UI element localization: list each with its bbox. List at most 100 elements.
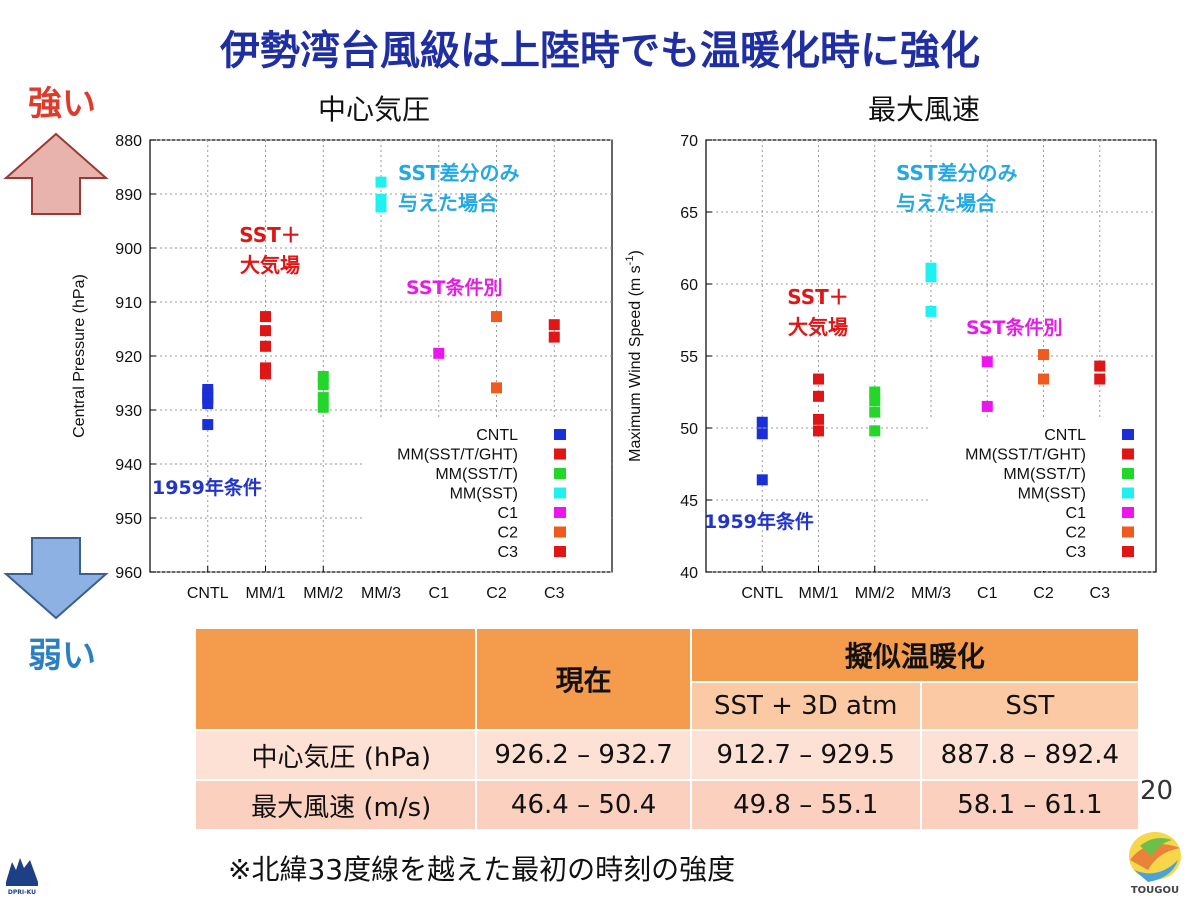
x-tick-label: MM/2 bbox=[303, 585, 343, 602]
legend-swatch bbox=[554, 468, 566, 479]
data-point bbox=[202, 398, 214, 410]
y-axis-label: Maximum Wind Speed (m s-1) bbox=[624, 250, 644, 462]
legend-label: C3 bbox=[498, 544, 519, 561]
data-point bbox=[317, 379, 329, 391]
data-point bbox=[925, 305, 937, 317]
y-tick-label: 930 bbox=[115, 403, 142, 420]
legend-label: MM(SST/T) bbox=[1003, 466, 1086, 483]
cell-sst: 887.8 – 892.4 bbox=[919, 729, 1141, 781]
table-row: 中心気圧 (hPa) 926.2 – 932.7 912.7 – 929.5 8… bbox=[193, 729, 1141, 781]
legend-label: CNTL bbox=[1044, 427, 1086, 444]
x-tick-label: MM/3 bbox=[911, 585, 951, 602]
data-point bbox=[813, 390, 824, 402]
dpri-logo-icon: DPRI-KU bbox=[4, 852, 40, 896]
x-tick-label: C2 bbox=[1033, 585, 1054, 602]
legend-label: MM(SST/T) bbox=[435, 466, 518, 483]
chart-title-wind: 最大風速 bbox=[868, 93, 981, 126]
table-header-now: 現在 bbox=[475, 627, 692, 731]
row-label: 中心気圧 (hPa) bbox=[193, 729, 478, 781]
legend-swatch bbox=[1122, 468, 1134, 479]
annotation-1959: 1959年条件 bbox=[704, 510, 814, 533]
x-tick-label: CNTL bbox=[187, 585, 229, 602]
y-tick-label: 940 bbox=[115, 457, 142, 474]
y-axis-label: Central Pressure (hPa) bbox=[71, 274, 88, 438]
legend-label: MM(SST/T/GHT) bbox=[965, 447, 1086, 464]
data-point bbox=[925, 271, 937, 283]
data-point bbox=[260, 362, 271, 374]
data-point bbox=[756, 474, 768, 486]
data-point bbox=[756, 428, 768, 440]
y-tick-label: 50 bbox=[680, 421, 698, 438]
y-tick-label: 45 bbox=[680, 493, 698, 510]
legend-swatch bbox=[554, 487, 566, 499]
data-point bbox=[981, 356, 993, 368]
cell-now: 926.2 – 932.7 bbox=[475, 729, 692, 781]
data-point bbox=[813, 373, 824, 385]
page-title: 伊勢湾台風級は上陸時でも温暖化時に強化 bbox=[220, 28, 980, 74]
cell-sst-atm: 49.8 – 55.1 bbox=[689, 779, 922, 831]
y-axis-label-main: Maximum Wind Speed (m s bbox=[627, 265, 644, 462]
legend-swatch bbox=[1122, 487, 1134, 499]
legend-swatch bbox=[554, 448, 566, 460]
legend-swatch bbox=[1122, 507, 1134, 518]
data-point bbox=[1094, 360, 1106, 372]
annotation-sst-atm-1: SST＋ bbox=[787, 285, 849, 309]
table-row: 最大風速 (m/s) 46.4 – 50.4 49.8 – 55.1 58.1 … bbox=[193, 779, 1141, 831]
data-point bbox=[869, 406, 881, 418]
legend-label: MM(SST) bbox=[450, 486, 518, 503]
y-tick-label: 910 bbox=[115, 295, 142, 312]
x-tick-label: C3 bbox=[544, 585, 565, 602]
cell-sst: 58.1 – 61.1 bbox=[919, 779, 1141, 831]
data-point bbox=[981, 400, 993, 412]
y-tick-label: 880 bbox=[115, 133, 142, 150]
legend-swatch bbox=[1122, 429, 1134, 440]
annotation-sst-atm-1: SST＋ bbox=[239, 223, 301, 247]
annotation-sst-atm-2: 大気場 bbox=[240, 253, 300, 277]
x-tick-label: MM/1 bbox=[799, 585, 839, 602]
cell-now: 46.4 – 50.4 bbox=[475, 779, 692, 831]
y-tick-label: 920 bbox=[115, 349, 142, 366]
x-tick-label: MM/3 bbox=[361, 585, 401, 602]
data-point bbox=[548, 331, 560, 343]
legend-swatch bbox=[1122, 448, 1134, 460]
y-tick-label: 65 bbox=[680, 205, 698, 222]
data-point bbox=[1094, 373, 1106, 385]
legend-label: C1 bbox=[498, 505, 519, 522]
strong-label: 強い bbox=[28, 84, 96, 124]
data-point bbox=[433, 347, 445, 359]
data-point bbox=[260, 340, 271, 352]
legend-swatch bbox=[554, 546, 566, 557]
data-point bbox=[317, 371, 329, 383]
data-point bbox=[491, 382, 502, 394]
data-point bbox=[1038, 373, 1049, 385]
legend-swatch bbox=[554, 526, 566, 538]
table-subheader-sst: SST bbox=[919, 681, 1141, 731]
annotation-sst-atm-2: 大気場 bbox=[788, 315, 848, 339]
annotation-sst-only-2: 与えた場合 bbox=[398, 191, 499, 215]
tougou-logo-text: TOUGOU bbox=[1131, 885, 1179, 896]
chart-title-pressure: 中心気圧 bbox=[318, 93, 431, 126]
legend-label: MM(SST/T/GHT) bbox=[397, 447, 518, 464]
legend-label: C2 bbox=[498, 525, 519, 542]
legend-box bbox=[364, 420, 611, 571]
annotation-1959: 1959年条件 bbox=[152, 476, 262, 499]
arrow-up-icon bbox=[3, 132, 109, 215]
legend-swatch bbox=[1122, 526, 1134, 538]
data-point bbox=[548, 319, 560, 331]
data-point bbox=[317, 392, 329, 404]
x-tick-label: MM/1 bbox=[246, 585, 286, 602]
x-tick-label: CNTL bbox=[741, 585, 783, 602]
data-point bbox=[925, 262, 937, 274]
legend-swatch bbox=[554, 507, 566, 518]
data-point bbox=[375, 193, 387, 205]
x-tick-label: C2 bbox=[486, 585, 507, 602]
data-point bbox=[491, 311, 502, 323]
tougou-logo-icon: TOUGOU bbox=[1129, 832, 1181, 896]
data-point bbox=[813, 425, 824, 437]
arrow-down-icon bbox=[3, 537, 109, 620]
x-tick-label: MM/2 bbox=[855, 585, 895, 602]
footnote: ※北緯33度線を越えた最初の時刻の強度 bbox=[228, 853, 736, 886]
data-point bbox=[260, 325, 271, 337]
